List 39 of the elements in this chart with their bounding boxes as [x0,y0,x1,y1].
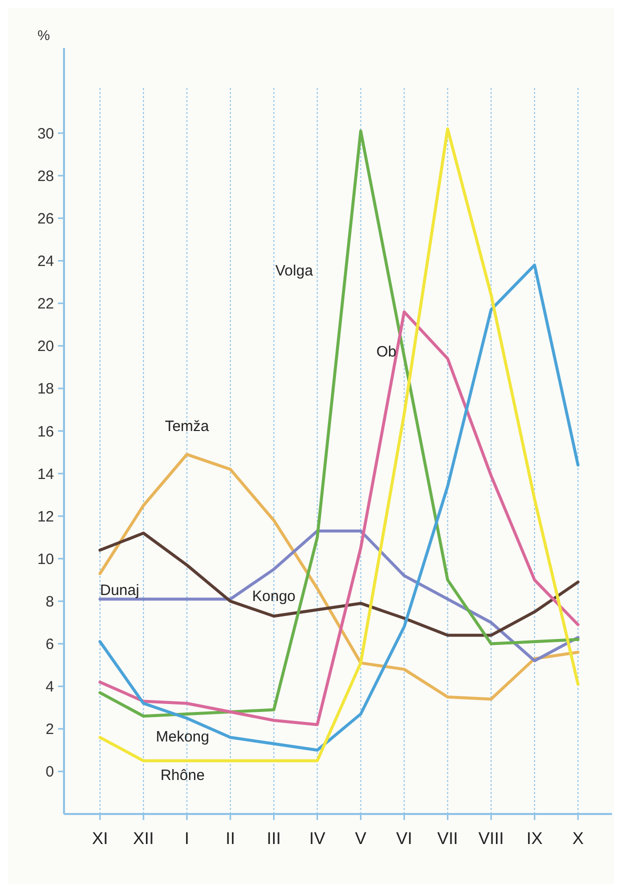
x-tick-label: II [226,829,236,848]
text: Volga [275,262,314,280]
y-tick-label: 20 [37,338,54,356]
line-series [98,530,580,662]
y-tick-label: 14 [37,466,54,483]
x-tick-label: XI [92,829,108,848]
y-tick-label: 6 [46,636,54,654]
series-label: Temža [164,418,210,435]
x-tick-label: V [355,829,368,848]
series-label: Mekong [156,728,210,746]
x-tick-label: III [266,829,281,848]
x-tick-label: IX [526,829,543,848]
y-tick-label: 12 [37,508,54,526]
y-tick-label: 26 [37,210,54,228]
series-label: Rhône [160,766,205,784]
x-tick-label: VIII [478,829,504,848]
y-tick-label: 0 [46,764,54,781]
y-tick-label: 18 [37,380,54,398]
x-tick-label: X [572,829,584,848]
y-tick-label: 8 [46,593,54,610]
line-series [98,532,580,637]
y-tick-label: 4 [46,678,54,696]
x-tick-label: XII [133,829,154,848]
series-label: Kongo [252,588,296,606]
y-tick-label: 22 [37,296,54,313]
y-tick-label: 10 [37,550,54,568]
x-tick-label: IV [309,829,326,848]
y-tick-label: 2 [46,721,54,738]
x-tick-label: VI [396,829,412,848]
y-tick-label: 16 [37,423,54,440]
series-label: Dunaj [100,582,140,599]
y-tick-label: 30 [37,125,54,142]
y-tick-label: 28 [37,168,54,185]
y-tick-label: 24 [37,253,54,270]
line-series [98,452,580,701]
x-tick-label: I [184,829,190,848]
series-label: Ob [376,344,396,361]
y-axis-title: % [38,27,50,43]
x-tick-label: VII [437,829,458,848]
